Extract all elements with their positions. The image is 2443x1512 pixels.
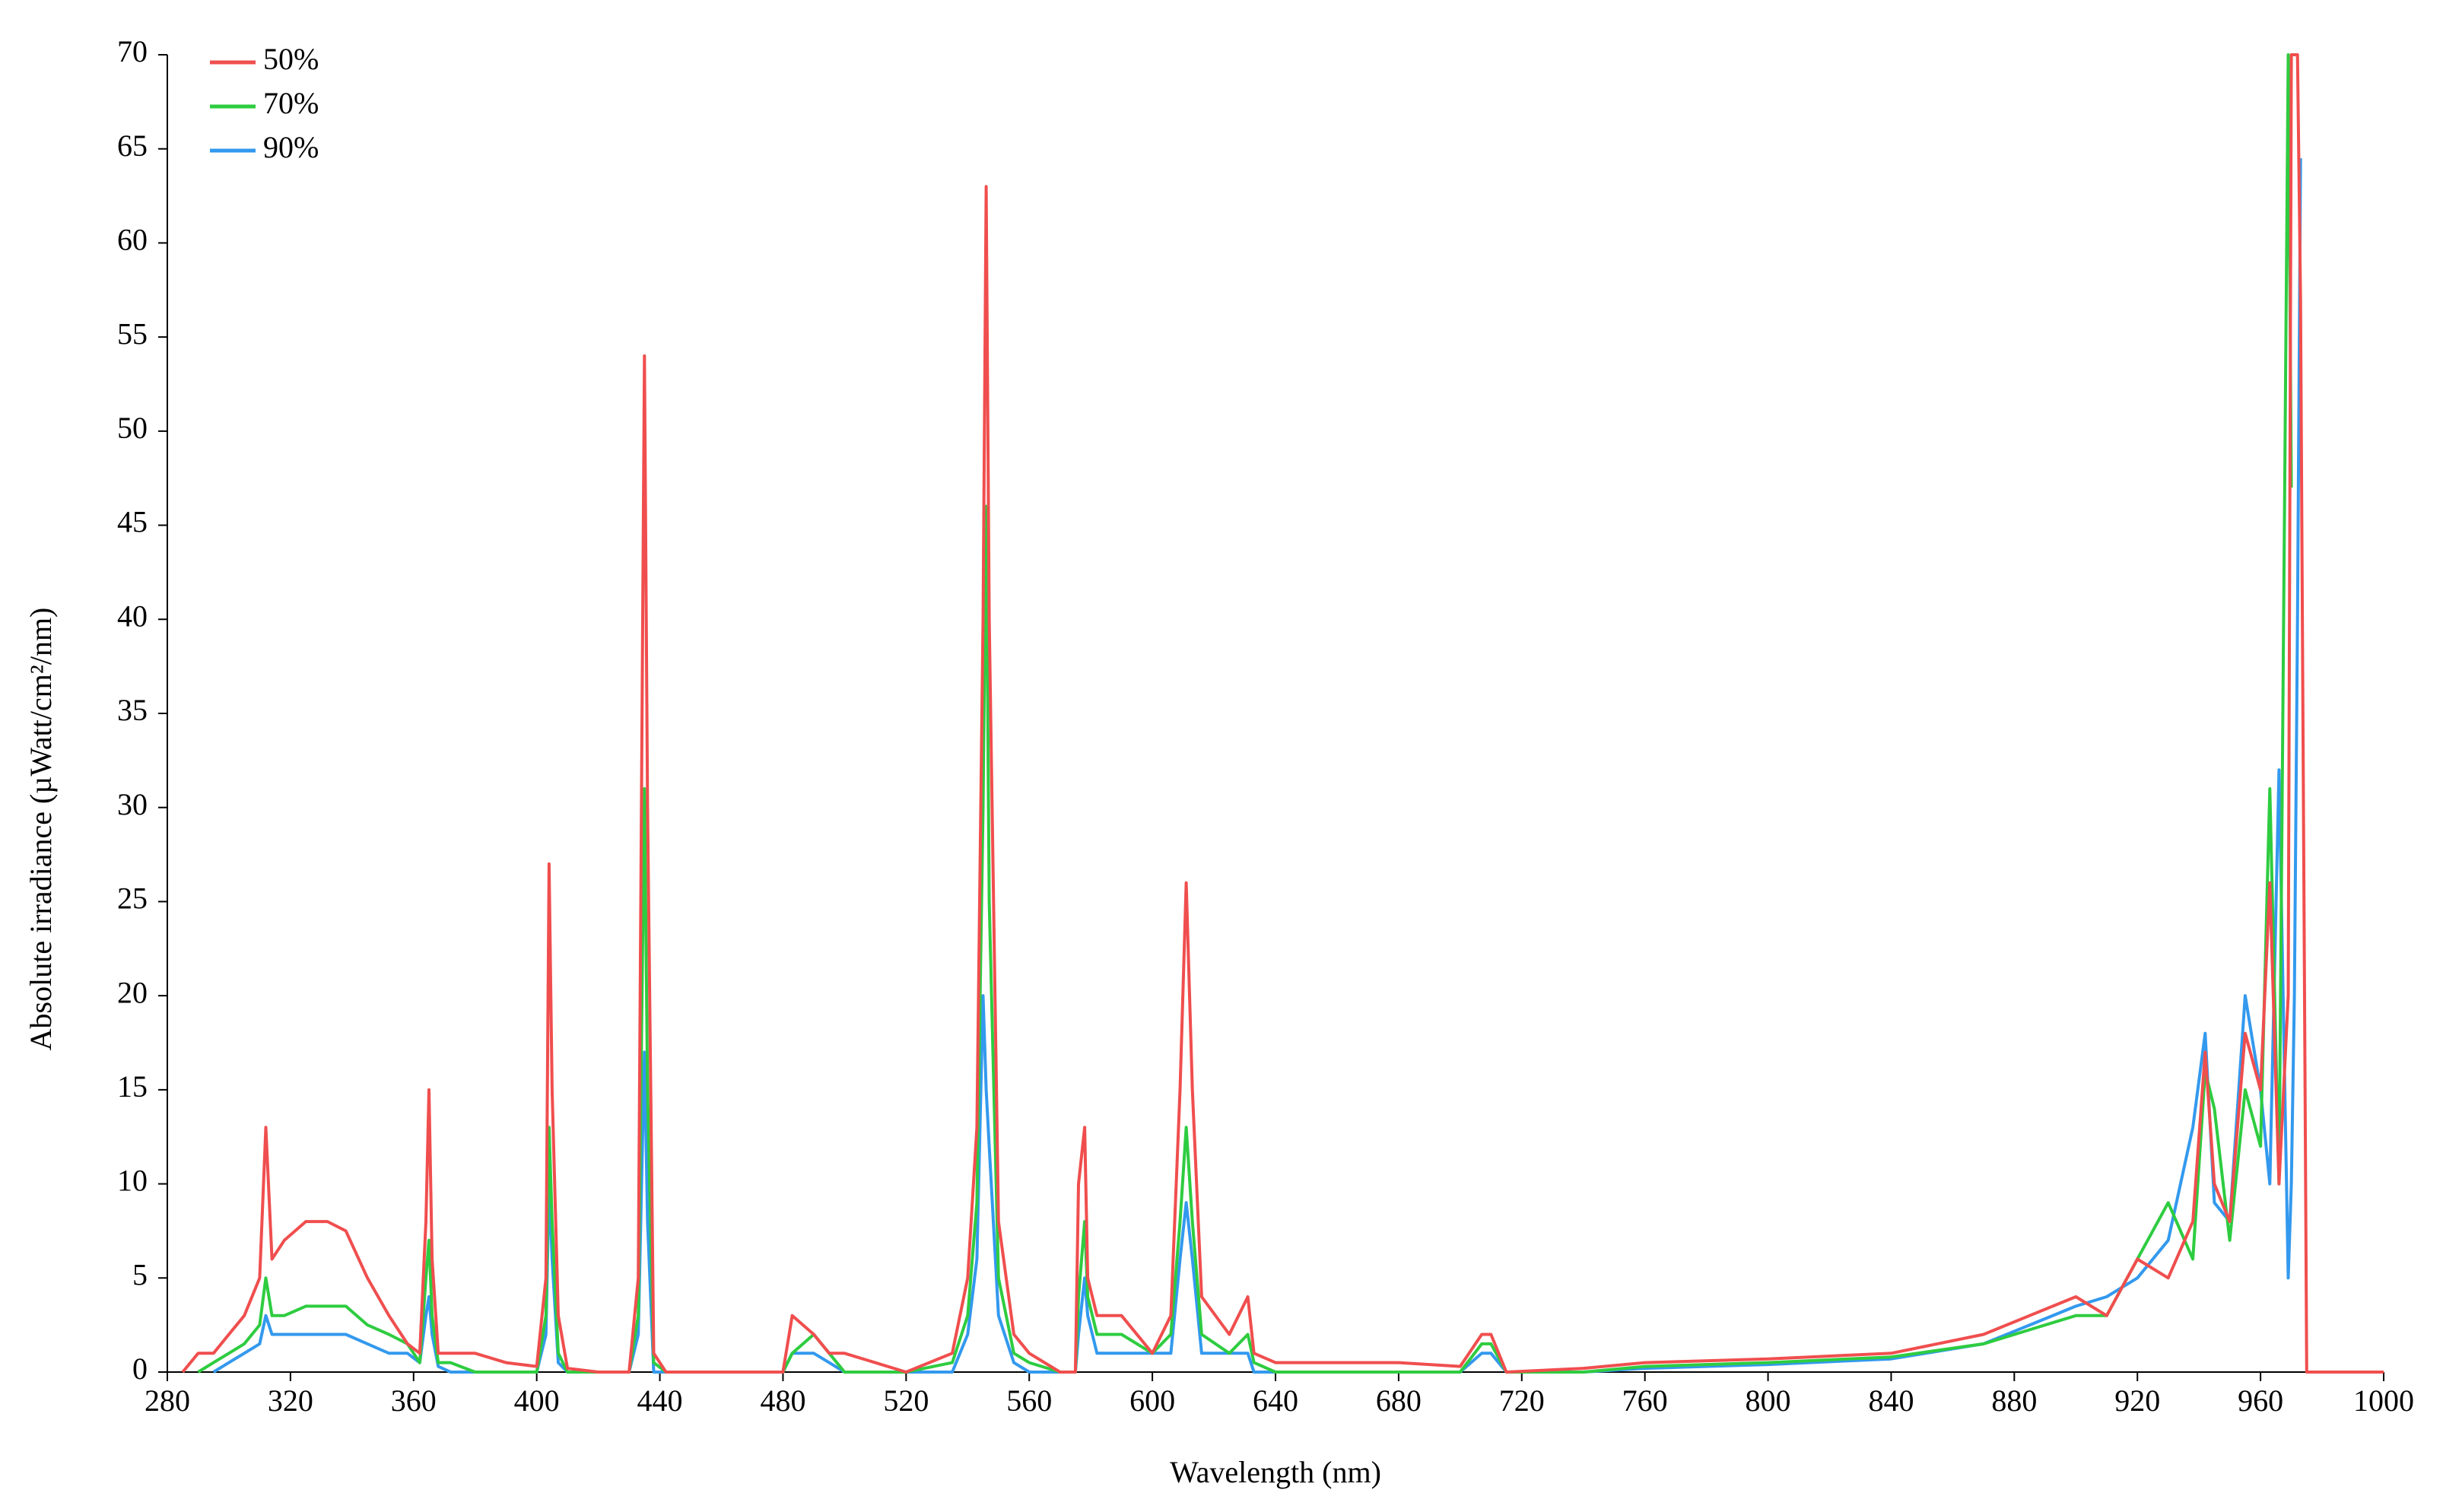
y-tick-label: 45 bbox=[117, 505, 148, 539]
y-tick-label: 15 bbox=[117, 1069, 148, 1104]
y-tick-label: 20 bbox=[117, 975, 148, 1009]
legend-label: 70% bbox=[263, 86, 319, 120]
y-tick-label: 70 bbox=[117, 34, 148, 68]
series-line bbox=[181, 53, 2384, 1374]
x-axis-label: Wavelength (nm) bbox=[1170, 1455, 1381, 1489]
x-tick-label: 280 bbox=[145, 1383, 190, 1418]
x-tick-label: 960 bbox=[2238, 1383, 2283, 1418]
y-tick-label: 50 bbox=[117, 411, 148, 445]
y-tick-label: 25 bbox=[117, 881, 148, 916]
y-tick-label: 35 bbox=[117, 693, 148, 727]
y-tick-label: 30 bbox=[117, 787, 148, 821]
x-tick-label: 560 bbox=[1006, 1383, 1052, 1418]
y-tick-label: 5 bbox=[132, 1257, 148, 1291]
x-tick-label: 920 bbox=[2114, 1383, 2160, 1418]
x-tick-label: 760 bbox=[1622, 1383, 1668, 1418]
y-tick-label: 0 bbox=[132, 1352, 148, 1386]
x-tick-label: 800 bbox=[1746, 1383, 1791, 1418]
x-tick-label: 840 bbox=[1868, 1383, 1914, 1418]
y-axis-label: Absolute irradiance (µWatt/cm²/nm) bbox=[24, 608, 58, 1051]
x-tick-label: 680 bbox=[1376, 1383, 1422, 1418]
x-tick-label: 520 bbox=[883, 1383, 929, 1418]
x-tick-label: 360 bbox=[391, 1383, 437, 1418]
series-line bbox=[212, 158, 2302, 1374]
x-tick-label: 400 bbox=[514, 1383, 560, 1418]
y-tick-label: 10 bbox=[117, 1164, 148, 1198]
y-tick-label: 65 bbox=[117, 129, 148, 163]
x-tick-label: 320 bbox=[268, 1383, 313, 1418]
x-tick-label: 480 bbox=[760, 1383, 805, 1418]
series-line bbox=[197, 53, 2293, 1374]
y-tick-label: 40 bbox=[117, 599, 148, 633]
x-tick-label: 720 bbox=[1499, 1383, 1545, 1418]
legend-label: 90% bbox=[263, 130, 319, 164]
x-tick-label: 1000 bbox=[2353, 1383, 2414, 1418]
x-tick-label: 640 bbox=[1253, 1383, 1298, 1418]
y-tick-label: 60 bbox=[117, 223, 148, 257]
x-tick-label: 880 bbox=[1991, 1383, 2037, 1418]
legend-label: 50% bbox=[263, 42, 319, 76]
y-tick-label: 55 bbox=[117, 316, 148, 351]
x-tick-label: 440 bbox=[637, 1383, 683, 1418]
x-tick-label: 600 bbox=[1129, 1383, 1175, 1418]
